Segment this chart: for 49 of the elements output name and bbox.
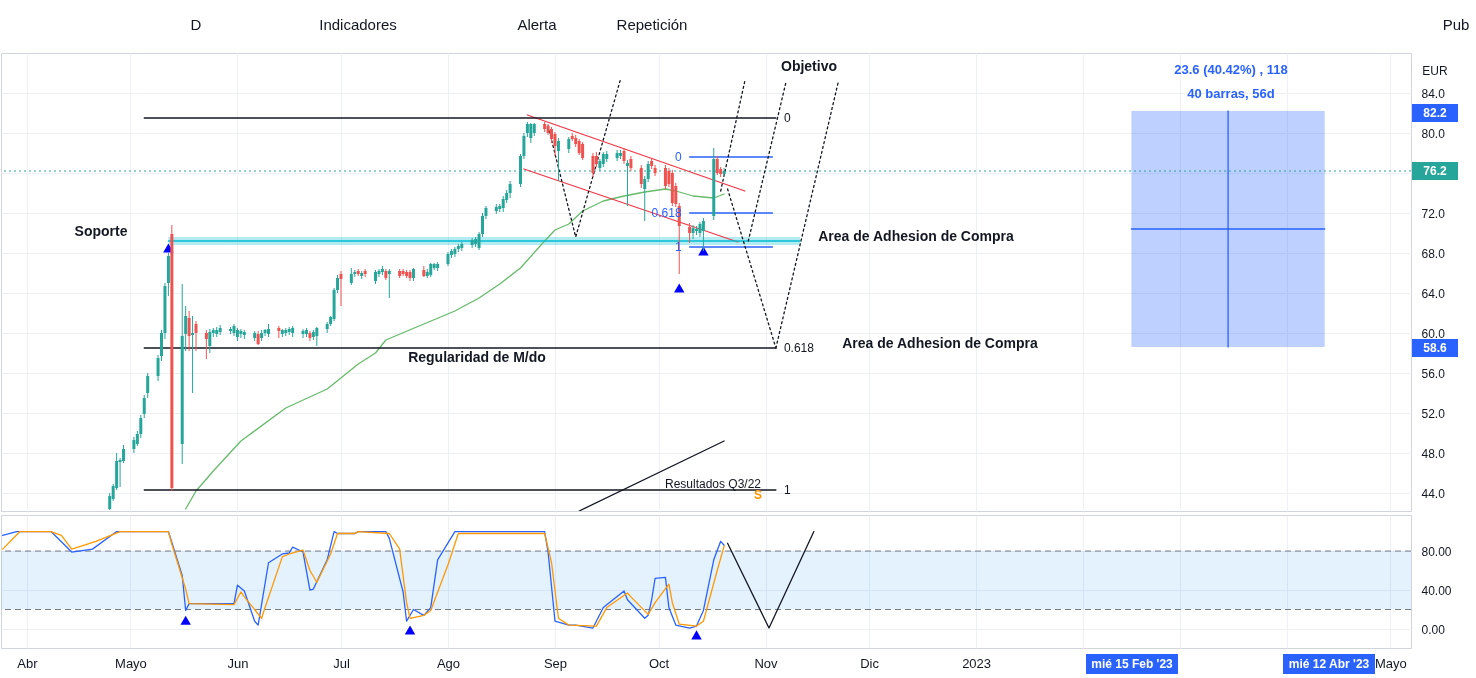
x-tick-label: Oct bbox=[648, 655, 670, 671]
x-tick-label: Sep bbox=[543, 655, 568, 671]
annotation: Objetivo bbox=[780, 58, 838, 74]
x-tick-label: Mayo bbox=[115, 655, 147, 671]
annotation: Soporte bbox=[74, 223, 128, 239]
annotation: Resultados Q3/22 bbox=[664, 477, 762, 491]
series-label: 1 bbox=[783, 483, 791, 497]
text: mié 12 Abr '23 bbox=[1288, 657, 1370, 671]
x-tick-label: Jun bbox=[227, 655, 249, 671]
text: Pub bbox=[1442, 16, 1470, 33]
annotation: Area de Adhesion de Compra bbox=[818, 228, 1014, 244]
y-tick-label: 84.0 bbox=[1421, 86, 1446, 101]
x-tick-label: Abr bbox=[17, 655, 39, 671]
series-label: 0.618 bbox=[783, 341, 815, 355]
x-tick-label: Ago bbox=[436, 655, 461, 671]
text: Repetición bbox=[616, 16, 688, 33]
x-tick-label: Dic bbox=[860, 655, 880, 671]
x-tick-label: 2023 bbox=[962, 655, 992, 671]
y-tick-label: 80.00 bbox=[1421, 544, 1452, 559]
x-tick-label: Jul bbox=[333, 655, 350, 671]
x-tick-label: Nov bbox=[754, 655, 779, 671]
annotation: 40 barras, 56d bbox=[1187, 86, 1275, 101]
x-tick-label: Mayo bbox=[1374, 655, 1407, 671]
y-tick-label: 0.00 bbox=[1421, 622, 1446, 637]
text: EUR bbox=[1422, 64, 1448, 78]
ref-line-label: 76.2 bbox=[1423, 164, 1447, 178]
y-tick-label: 68.0 bbox=[1421, 246, 1446, 261]
y-tick-label: 40.00 bbox=[1421, 583, 1452, 598]
text: 82.2 bbox=[1423, 106, 1447, 120]
text: mié 15 Feb '23 bbox=[1091, 657, 1174, 671]
annotation: 23.6 (40.42%) , 118 bbox=[1174, 62, 1288, 77]
series-label: 0 bbox=[783, 111, 791, 125]
text: Alerta bbox=[517, 16, 558, 33]
y-tick-label: 56.0 bbox=[1421, 366, 1446, 381]
annotation: S bbox=[753, 488, 763, 502]
y-tick-label: 72.0 bbox=[1421, 206, 1446, 221]
annotation: Regularidad de M/do bbox=[408, 349, 546, 365]
series-label: 0 bbox=[674, 150, 682, 164]
y-tick-label: 80.0 bbox=[1421, 126, 1446, 141]
y-tick-label: 64.0 bbox=[1421, 286, 1446, 301]
annotation: Area de Adhesion de Compra bbox=[842, 335, 1038, 351]
y-tick-label: 60.0 bbox=[1421, 326, 1446, 341]
y-tick-label: 52.0 bbox=[1421, 406, 1446, 421]
y-tick-label: 44.0 bbox=[1421, 486, 1446, 501]
y-tick-label: 48.0 bbox=[1421, 446, 1446, 461]
text: 58.6 bbox=[1423, 341, 1447, 355]
text: D bbox=[190, 16, 202, 33]
text: Indicadores bbox=[319, 16, 397, 33]
series-label: 1 bbox=[674, 240, 682, 254]
